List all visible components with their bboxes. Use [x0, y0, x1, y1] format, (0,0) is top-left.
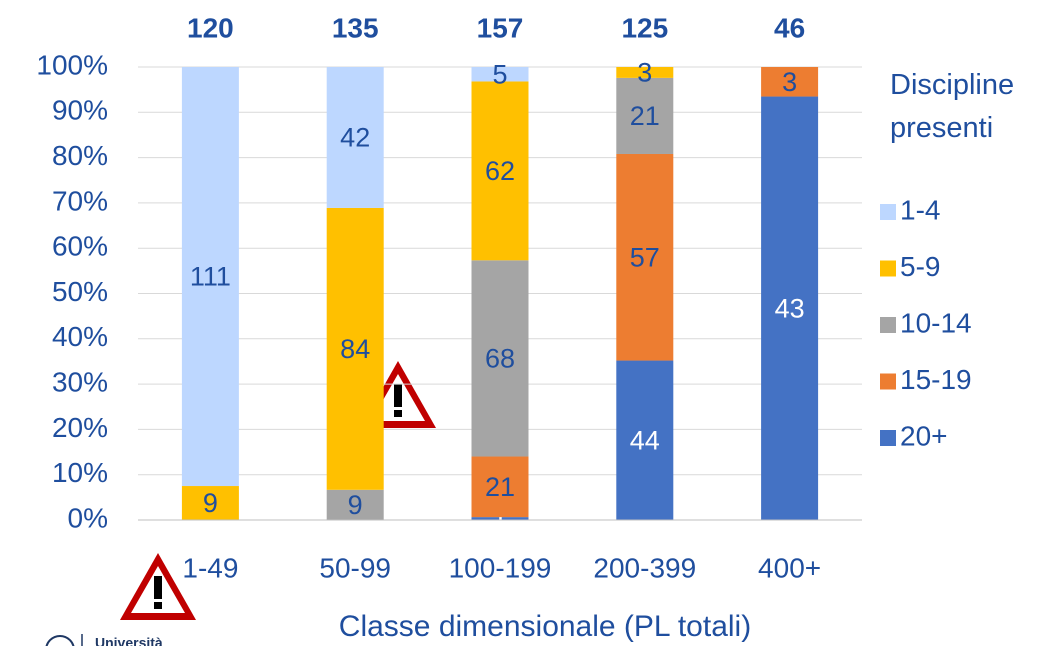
legend-swatch [880, 317, 896, 333]
legend-swatch [880, 373, 896, 390]
bar-segment [471, 67, 529, 82]
logo-text: Università [95, 635, 163, 646]
warning-icon [120, 553, 196, 620]
total-label: 46 [774, 12, 805, 43]
legend-label: 15-19 [900, 364, 972, 395]
bar-segment [761, 67, 819, 97]
data-label: 21 [630, 101, 660, 131]
data-label: 111 [190, 262, 231, 292]
data-label: 3 [782, 67, 797, 97]
logo [45, 635, 75, 646]
y-tick-label: 40% [52, 321, 108, 352]
x-axis-title: Classe dimensionale (PL totali) [339, 610, 751, 643]
bar-segment [326, 67, 384, 208]
data-label: 84 [340, 334, 370, 364]
bar-segment [326, 207, 384, 490]
bar-segment [616, 77, 674, 154]
total-label: 157 [477, 12, 524, 43]
x-tick-label: 200-399 [593, 552, 696, 583]
y-tick-label: 10% [52, 457, 108, 488]
data-label: 42 [340, 123, 370, 153]
bar-segment [471, 456, 529, 518]
data-label: 9 [203, 488, 218, 518]
data-label: 57 [630, 242, 660, 272]
bar-segment [181, 67, 239, 487]
legend-swatch [880, 204, 896, 220]
legend-label: 1-4 [900, 194, 940, 225]
bar-segment [326, 489, 384, 520]
bar-segment [761, 96, 819, 520]
data-label: 62 [485, 156, 515, 186]
bar-segment [616, 67, 674, 78]
data-label: 44 [630, 425, 660, 455]
data-label: 9 [348, 490, 363, 520]
data-label: 21 [485, 472, 515, 502]
legend-label: 20+ [900, 420, 948, 451]
data-label: 3 [637, 58, 652, 88]
legend-label: 10-14 [900, 307, 972, 338]
bar-segment [181, 486, 239, 520]
data-label: 43 [775, 293, 805, 323]
legend-swatch [880, 430, 896, 446]
y-tick-label: 30% [52, 366, 108, 397]
x-tick-label: 100-199 [449, 552, 552, 583]
legend-title: Discipline presenti [890, 69, 1015, 144]
y-tick-label: 20% [52, 412, 108, 443]
legend-label: 5-9 [900, 251, 940, 282]
y-tick-label: 0% [68, 502, 108, 533]
y-tick-label: 60% [52, 231, 108, 262]
y-tick-label: 90% [52, 95, 108, 126]
total-label: 135 [332, 12, 379, 43]
data-label: 68 [485, 344, 515, 374]
y-tick-label: 50% [52, 276, 108, 307]
x-tick-label: 400+ [758, 552, 821, 583]
y-tick-label: 70% [52, 185, 108, 216]
data-label: 5 [492, 59, 507, 89]
y-tick-label: 80% [52, 140, 108, 171]
bar-segment [471, 517, 529, 520]
total-label: 125 [621, 12, 668, 43]
bar-segment [471, 81, 529, 261]
total-label: 120 [187, 12, 234, 43]
bar-segment [616, 153, 674, 361]
legend-swatch [880, 260, 896, 277]
x-tick-label: 50-99 [319, 552, 391, 583]
y-tick-label: 100% [36, 49, 108, 80]
bar-segment [471, 260, 529, 457]
x-tick-label: 1-49 [182, 552, 238, 583]
bar-segment [616, 360, 674, 520]
